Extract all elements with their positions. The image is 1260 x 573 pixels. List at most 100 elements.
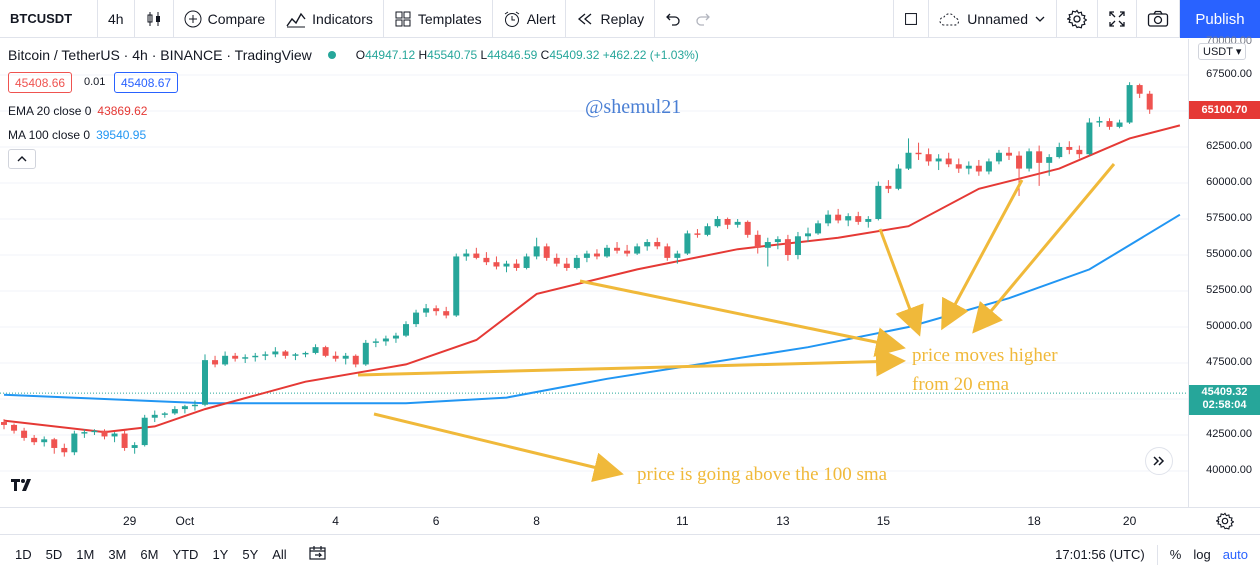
range-button-5y[interactable]: 5Y — [242, 547, 259, 562]
candle-up — [272, 351, 279, 355]
candle-up — [151, 414, 158, 418]
replay-button[interactable]: Replay — [566, 0, 656, 38]
candle-down — [433, 308, 440, 312]
candle-up — [292, 354, 299, 356]
goto-date-button[interactable] — [308, 545, 328, 564]
candle-up — [91, 430, 98, 433]
alert-button[interactable]: Alert — [493, 0, 567, 38]
candle-up — [141, 417, 148, 446]
open-label: O — [355, 48, 366, 62]
candle-up — [392, 335, 399, 339]
collapse-legend-button[interactable] — [8, 149, 36, 169]
templates-button[interactable]: Templates — [384, 0, 493, 38]
settings-button[interactable] — [1057, 0, 1098, 38]
sma-indicator-legend[interactable]: MA 100 close 0 39540.95 — [8, 128, 146, 142]
candle-down — [232, 355, 239, 359]
tradingview-logo[interactable] — [8, 473, 38, 497]
time-tick-label: 11 — [676, 514, 689, 528]
date-range-group: 1D 5D 1M 3M 6M YTD 1Y 5Y All — [0, 547, 294, 562]
close-label: C — [540, 48, 550, 62]
price-tick-label: 42500.00 — [1206, 428, 1252, 440]
candle-up — [684, 233, 691, 254]
candle-up — [342, 355, 349, 359]
sma-100-line — [3, 213, 1181, 405]
annotation-arrow — [373, 412, 624, 482]
candle-down — [543, 246, 550, 258]
annotation-arrow — [579, 279, 906, 357]
candle-down — [975, 165, 982, 172]
templates-label: Templates — [417, 10, 482, 27]
candle-up — [644, 242, 651, 247]
candle-up — [382, 338, 389, 342]
layout-name-button[interactable]: Unnamed — [929, 0, 1057, 38]
candle-down — [664, 246, 671, 258]
candle-down — [925, 154, 932, 162]
candle-up — [523, 256, 530, 268]
candle-down — [624, 250, 631, 254]
range-button-6m[interactable]: 6M — [140, 547, 159, 562]
indicators-label: Indicators — [312, 10, 373, 27]
annotation-line-1: price moves higher — [912, 345, 1058, 366]
fullscreen-area-button[interactable] — [893, 0, 930, 38]
currency-label: USDT — [1203, 46, 1233, 58]
ema-indicator-legend[interactable]: EMA 20 close 0 43869.62 — [8, 104, 147, 118]
percent-toggle[interactable]: % — [1169, 547, 1182, 562]
time-axis[interactable]: 29 Oct 4 6 8 11 13 15 18 20 — [0, 507, 1260, 535]
range-button-ytd[interactable]: YTD — [172, 547, 199, 562]
candles-icon — [147, 11, 160, 26]
symbol-search-button[interactable]: BTCUSDT — [0, 0, 98, 38]
candle-up — [734, 221, 741, 225]
fullscreen-button[interactable] — [1098, 0, 1137, 38]
time-tick-label: 15 — [876, 514, 891, 528]
auto-toggle[interactable]: auto — [1222, 547, 1248, 562]
spread-value: 0.01 — [84, 76, 106, 88]
open-value: 44947.12 — [365, 48, 416, 62]
candle-down — [694, 233, 701, 235]
plus-circle-icon — [184, 10, 202, 27]
candle-up — [1126, 85, 1133, 123]
candle-up — [533, 246, 540, 257]
templates-icon — [395, 11, 411, 26]
candle-down — [11, 424, 18, 431]
range-button-all[interactable]: All — [272, 547, 287, 562]
utc-clock[interactable]: 17:01:56 (UTC) — [1055, 547, 1145, 562]
range-button-5d[interactable]: 5D — [45, 547, 63, 562]
candle-up — [111, 433, 118, 437]
ask-price-box[interactable]: 45408.67 — [114, 72, 179, 93]
undo-icon[interactable] — [665, 11, 681, 27]
chart-type-button[interactable] — [135, 0, 174, 38]
settings-corner-button[interactable] — [1214, 512, 1235, 535]
annotation-arrow — [878, 228, 924, 337]
range-button-3m[interactable]: 3M — [108, 547, 127, 562]
candle-up — [181, 406, 188, 410]
redo-icon[interactable] — [695, 11, 711, 27]
candle-down — [915, 152, 922, 155]
candle-up — [202, 360, 208, 405]
low-value: 44846.59 — [487, 48, 538, 62]
candle-up — [875, 185, 882, 219]
indicators-icon — [286, 12, 306, 27]
log-toggle[interactable]: log — [1193, 547, 1211, 562]
candle-down — [443, 311, 450, 316]
candle-up — [413, 312, 420, 325]
range-button-1y[interactable]: 1Y — [212, 547, 229, 562]
currency-selector[interactable]: USDT ▾ — [1198, 43, 1247, 60]
scroll-to-realtime-button[interactable] — [1145, 447, 1173, 475]
indicators-button[interactable]: Indicators — [276, 0, 384, 38]
chart-legend: Bitcoin / TetherUS · 4h · BINANCE · Trad… — [8, 47, 699, 63]
last-price-label: 45409.32 02:58:04 — [1189, 385, 1260, 416]
price-tick-label: 40000.00 — [1206, 464, 1252, 476]
range-button-1m[interactable]: 1M — [76, 547, 95, 562]
snapshot-button[interactable] — [1137, 0, 1180, 38]
compare-button[interactable]: Compare — [174, 0, 277, 38]
bid-price-box[interactable]: 45408.66 — [8, 72, 73, 93]
candle-down — [955, 164, 962, 169]
time-tick-label: 4 — [332, 514, 339, 528]
candle-down — [282, 351, 289, 356]
interval-button[interactable]: 4h — [98, 0, 135, 38]
candle-down — [724, 219, 731, 225]
publish-button[interactable]: Publish — [1180, 0, 1260, 38]
range-button-1d[interactable]: 1D — [15, 547, 32, 562]
candle-down — [1006, 152, 1012, 156]
price-chart[interactable] — [0, 39, 1188, 507]
